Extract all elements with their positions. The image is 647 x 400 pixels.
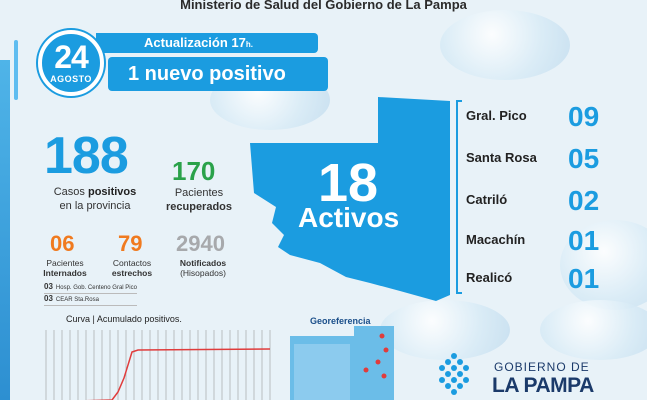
case-marker [375,359,381,365]
georef-title: Georeferencia [310,316,371,326]
province-map [250,97,450,301]
page-title: Ministerio de Salud del Gobierno de La P… [180,0,467,12]
update-label: Actualización 17 [144,35,246,50]
gov-name-line1: GOBIERNO DE [494,360,590,374]
case-marker [381,373,387,379]
city-name: Santa Rosa [466,150,537,165]
city-name: Macachín [466,232,526,247]
city-name: Gral. Pico [466,108,527,123]
city-value: 05 [568,143,600,174]
hospital-item: 03 Hosp. Gob. Centeno Gral Pico [44,283,137,294]
update-banner: Actualización 17h. [96,33,318,53]
positives-value: 188 [44,127,129,185]
city-value: 01 [568,263,600,294]
city-value: 01 [568,225,600,256]
background-decoration [380,300,510,360]
case-marker [379,333,385,339]
hospital-item: 03 CEAR Sta.Rosa [44,295,137,306]
georef-map [290,326,394,400]
cities-bracket [456,100,462,294]
background-decoration [440,10,570,80]
background-decoration [540,300,647,360]
background-decoration [560,220,647,310]
city-value: 02 [568,185,600,216]
positives-label: Casos positivos en la provincia [53,186,137,212]
side-decoration [0,60,10,400]
chart-grid [45,330,271,400]
update-suffix: h. [245,40,253,49]
headline-banner: 1 nuevo positivo [108,57,328,91]
city-name: Realicó [466,270,513,285]
chart-title: Curva | Acumulado positivos. [66,314,182,324]
active-label: Activos [298,202,400,233]
side-decoration [14,40,18,100]
city-name: Catriló [466,192,508,207]
notified-value: 2940 [176,231,225,256]
recovered-value: 170 [172,156,216,186]
curve-line [85,348,271,400]
recovered-label: Pacientes recuperados [165,187,233,213]
notified-label: Notificados (Hisopados) [179,258,227,278]
city-value: 09 [568,101,600,132]
gov-name-line2: LA PAMPA [492,374,594,397]
hospital-list: 03 Hosp. Gob. Centeno Gral Pico 03 CEAR St… [44,283,137,307]
active-value: 18 [318,153,379,213]
date-badge: 24 AGOSTO [38,30,104,96]
cumulative-curve-chart [45,330,271,400]
case-marker [383,347,389,353]
case-marker [363,367,369,373]
date-month: AGOSTO [50,74,92,84]
contacts-value: 79 [118,231,143,256]
government-logo [439,353,469,395]
date-day: 24 [54,39,89,75]
headline-text: 1 nuevo positivo [128,63,286,85]
hospitalized-label: Pacientes Internados [43,258,87,278]
hospitalized-value: 06 [50,231,75,256]
contacts-label: Contactos estrechos [111,258,153,278]
